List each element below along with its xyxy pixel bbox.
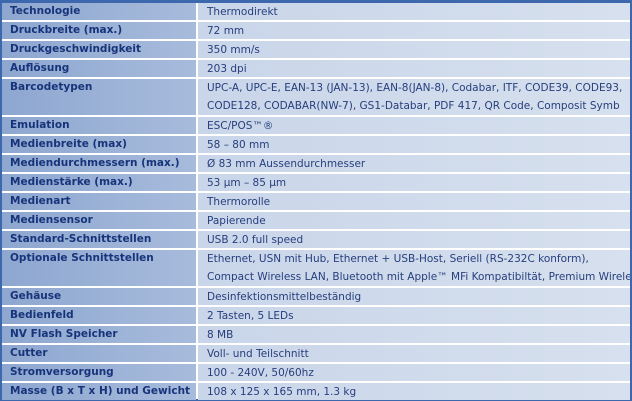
spec-value-line: 2 Tasten, 5 LEDs [207,310,294,322]
spec-table: Technologie Thermodirekt Druckbreite (max.… [2,3,630,400]
spec-value: Thermodirekt [198,3,630,20]
spec-value-line: 100 - 240V, 50/60hz [207,367,314,379]
table-row: Druckbreite (max.) 72 mm [2,22,630,39]
spec-value-line: Voll- und Teilschnitt [207,348,309,360]
spec-label: Auflösung [2,60,196,77]
spec-value: 203 dpi [198,60,630,77]
spec-label: Druckgeschwindigkeit [2,41,196,58]
table-row: Technologie Thermodirekt [2,3,630,20]
spec-label: NV Flash Speicher [2,326,196,343]
spec-value: Papierende [198,212,630,229]
spec-value: Voll- und Teilschnitt [198,345,630,362]
table-row: Auflösung 203 dpi [2,60,630,77]
spec-value: 72 mm [198,22,630,39]
spec-value: USB 2.0 full speed [198,231,630,248]
spec-value: 350 mm/s [198,41,630,58]
spec-value-line: 53 µm – 85 µm [207,177,287,189]
spec-label: Bedienfeld [2,307,196,324]
table-row: Barcodetypen UPC-A, UPC-E, EAN-13 (JAN-13… [2,79,630,115]
spec-value-line: 58 – 80 mm [207,139,270,151]
spec-label: Druckbreite (max.) [2,22,196,39]
spec-value-line: 108 x 125 x 165 mm, 1.3 kg [207,386,357,398]
spec-label: Mediendurchmessern (max.) [2,155,196,172]
spec-value: Desinfektionsmittelbeständig [198,288,630,305]
spec-value-line: 203 dpi [207,63,247,75]
spec-value: 108 x 125 x 165 mm, 1.3 kg [198,383,630,400]
spec-label: Stromversorgung [2,364,196,381]
spec-value-line: Ø 83 mm Aussendurchmesser [207,158,366,170]
spec-value-line: Compact Wireless LAN, Bluetooth mit Appl… [207,271,630,283]
spec-label: Medienart [2,193,196,210]
table-row: Medienart Thermorolle [2,193,630,210]
table-row: Medienstärke (max.) 53 µm – 85 µm [2,174,630,191]
spec-value: 53 µm – 85 µm [198,174,630,191]
spec-label: Gehäuse [2,288,196,305]
spec-label: Emulation [2,117,196,134]
spec-label: Barcodetypen [2,79,196,115]
spec-label: Optionale Schnittstellen [2,250,196,286]
table-row: Masse (B x T x H) und Gewicht 108 x 125 x… [2,383,630,400]
spec-value-line: UPC-A, UPC-E, EAN-13 (JAN-13), EAN-8(JAN… [207,82,623,94]
spec-value-line: 350 mm/s [207,44,260,56]
spec-value: 8 MB [198,326,630,343]
spec-value-line: Thermodirekt [207,6,278,18]
spec-label: Masse (B x T x H) und Gewicht [2,383,196,400]
spec-label: Medienstärke (max.) [2,174,196,191]
table-row: Stromversorgung 100 - 240V, 50/60hz [2,364,630,381]
table-row: Cutter Voll- und Teilschnitt [2,345,630,362]
table-row: Mediensensor Papierende [2,212,630,229]
spec-value-line: CODE128, CODABAR(NW-7), GS1-Databar, PDF… [207,100,620,112]
table-row: Mediendurchmessern (max.) Ø 83 mm Aussend… [2,155,630,172]
spec-value-line: Ethernet, USN mit Hub, Ethernet + USB-Ho… [207,253,589,265]
spec-value-line: Papierende [207,215,266,227]
spec-value-line: 8 MB [207,329,234,341]
table-row: Druckgeschwindigkeit 350 mm/s [2,41,630,58]
spec-label: Technologie [2,3,196,20]
table-row: Medienbreite (max) 58 – 80 mm [2,136,630,153]
spec-label: Mediensensor [2,212,196,229]
spec-value: Ø 83 mm Aussendurchmesser [198,155,630,172]
spec-value: 58 – 80 mm [198,136,630,153]
spec-value: 2 Tasten, 5 LEDs [198,307,630,324]
spec-value-line: USB 2.0 full speed [207,234,304,246]
spec-label: Cutter [2,345,196,362]
table-row: Gehäuse Desinfektionsmittelbeständig [2,288,630,305]
spec-label: Standard-Schnittstellen [2,231,196,248]
spec-value: 100 - 240V, 50/60hz [198,364,630,381]
table-row: Optionale Schnittstellen Ethernet, USN mi… [2,250,630,286]
spec-value-line: ESC/POS™® [207,120,274,132]
spec-value: ESC/POS™® [198,117,630,134]
table-row: NV Flash Speicher 8 MB [2,326,630,343]
spec-value: Ethernet, USN mit Hub, Ethernet + USB-Ho… [198,250,630,286]
table-row: Standard-Schnittstellen USB 2.0 full spee… [2,231,630,248]
table-row: Bedienfeld 2 Tasten, 5 LEDs [2,307,630,324]
spec-value-line: Desinfektionsmittelbeständig [207,291,362,303]
spec-value-line: 72 mm [207,25,245,37]
spec-value: UPC-A, UPC-E, EAN-13 (JAN-13), EAN-8(JAN… [198,79,630,115]
spec-value: Thermorolle [198,193,630,210]
table-row: Emulation ESC/POS™® [2,117,630,134]
spec-label: Medienbreite (max) [2,136,196,153]
spec-value-line: Thermorolle [207,196,271,208]
